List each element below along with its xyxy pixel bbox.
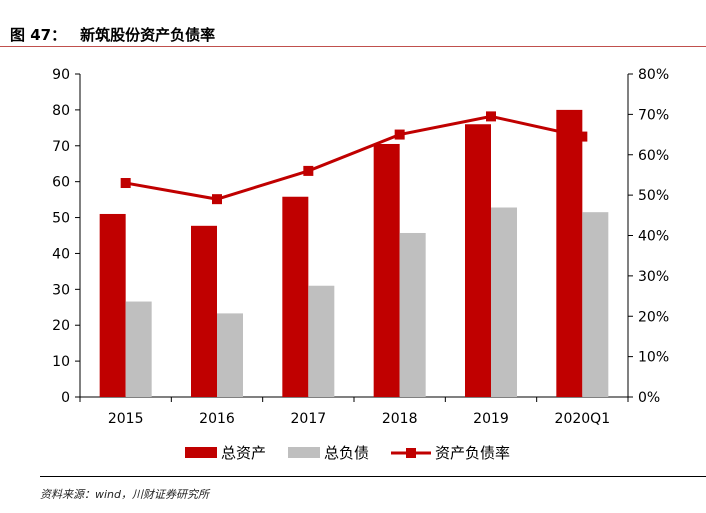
y-left-tick-label: 60 bbox=[52, 175, 70, 191]
y-left-tick-label: 70 bbox=[52, 139, 70, 155]
legend-label: 资产负债率 bbox=[435, 444, 510, 462]
y-right-tick-label: 80% bbox=[638, 67, 669, 83]
y-right-tick-label: 60% bbox=[638, 148, 669, 164]
x-tick-label: 2019 bbox=[473, 411, 509, 427]
y-right-tick-label: 30% bbox=[638, 269, 669, 285]
x-tick-label: 2020Q1 bbox=[555, 411, 611, 427]
bar-total-assets bbox=[373, 143, 400, 397]
figure-label: 图 47： bbox=[10, 25, 67, 44]
y-right-tick-label: 50% bbox=[638, 188, 669, 204]
bar-total-assets bbox=[465, 124, 491, 397]
legend-label: 总资产 bbox=[221, 444, 266, 462]
y-right-tick-label: 10% bbox=[638, 350, 669, 366]
source-note: 资料来源：wind，川财证券研究所 bbox=[40, 488, 210, 501]
y-left-tick-label: 90 bbox=[52, 67, 70, 83]
y-left-tick-label: 80 bbox=[52, 103, 70, 119]
y-left-tick-label: 10 bbox=[52, 354, 70, 370]
y-left-tick-label: 0 bbox=[61, 390, 70, 406]
bar-total-liabilities bbox=[399, 232, 426, 397]
y-right-tick-label: 40% bbox=[638, 229, 669, 245]
x-tick-label: 2016 bbox=[199, 411, 235, 427]
bar-total-assets bbox=[191, 225, 217, 397]
line-debt-ratio-point bbox=[303, 165, 314, 176]
figure-title-bar: 图 47： 新筑股份资产负债率 bbox=[10, 22, 215, 46]
x-tick-label: 2018 bbox=[382, 411, 418, 427]
bar-total-assets bbox=[99, 213, 126, 397]
y-right-tick-label: 0% bbox=[638, 390, 660, 406]
legend-label: 总负债 bbox=[324, 444, 369, 462]
x-tick-label: 2015 bbox=[108, 411, 144, 427]
legend-swatch bbox=[288, 447, 320, 458]
y-left-tick-label: 30 bbox=[52, 282, 70, 298]
bar-total-liabilities bbox=[217, 313, 243, 397]
legend-swatch-marker bbox=[406, 448, 416, 458]
source-rule bbox=[40, 476, 706, 477]
line-debt-ratio-point bbox=[394, 129, 405, 140]
bar-total-liabilities bbox=[491, 207, 517, 397]
y-left-tick-label: 40 bbox=[52, 246, 70, 262]
y-right-tick-label: 20% bbox=[638, 309, 669, 325]
line-debt-ratio-point bbox=[486, 111, 496, 122]
bar-total-liabilities bbox=[308, 285, 335, 397]
y-left-tick-label: 20 bbox=[52, 318, 70, 334]
bar-total-assets bbox=[282, 196, 309, 397]
title-rule bbox=[0, 46, 706, 47]
line-debt-ratio bbox=[125, 114, 583, 201]
legend-swatch bbox=[185, 447, 217, 458]
figure-title: 新筑股份资产负债率 bbox=[80, 25, 216, 44]
line-debt-ratio-point bbox=[577, 131, 588, 142]
bar-total-liabilities bbox=[125, 301, 152, 397]
y-right-tick-label: 70% bbox=[638, 107, 669, 123]
line-debt-ratio-point bbox=[212, 194, 222, 205]
x-tick-label: 2017 bbox=[291, 411, 327, 427]
bar-total-assets bbox=[556, 109, 583, 397]
y-left-tick-label: 50 bbox=[52, 211, 70, 227]
bar-total-liabilities bbox=[582, 212, 609, 397]
line-debt-ratio-point bbox=[120, 178, 131, 189]
